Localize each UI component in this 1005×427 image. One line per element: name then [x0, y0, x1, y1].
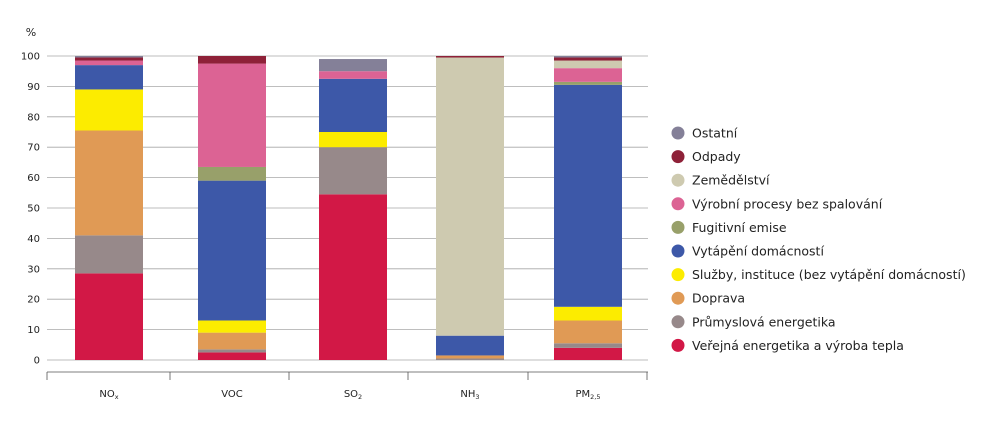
- legend-label: Výrobní procesy bez spalování: [692, 196, 883, 211]
- bar-segment: [554, 68, 622, 82]
- legend-swatch: [671, 173, 685, 187]
- bar-segment: [75, 130, 143, 236]
- bar-segment: [198, 349, 266, 353]
- y-tick-label: 90: [27, 82, 40, 93]
- legend-swatch: [671, 150, 685, 164]
- y-tick-label: 50: [27, 204, 40, 215]
- x-category-label: NOx: [99, 389, 118, 401]
- legend-label: Služby, instituce (bez vytápění domácnos…: [692, 267, 966, 282]
- legend-label: Doprava: [692, 291, 745, 306]
- bar-segment: [554, 343, 622, 348]
- legend-label: Vytápění domácností: [692, 244, 824, 259]
- y-tick-label: 70: [27, 143, 40, 154]
- y-tick-label: 80: [27, 112, 40, 123]
- bar-segment: [436, 56, 504, 58]
- legend-swatch: [671, 268, 685, 282]
- bar-segment: [436, 355, 504, 359]
- legend-label: Fugitivní emise: [692, 220, 787, 235]
- bar-segment: [319, 194, 387, 360]
- bar-stack: [319, 59, 387, 360]
- legend-item: Zemědělství: [671, 173, 770, 188]
- legend-swatch: [671, 338, 685, 352]
- legend-swatch: [671, 291, 685, 305]
- legend-swatch: [671, 315, 685, 329]
- bar-segment: [554, 347, 622, 360]
- bars: [75, 56, 622, 360]
- bar-stack: [75, 56, 143, 360]
- legend-item: Výrobní procesy bez spalování: [671, 196, 883, 211]
- bar-segment: [554, 60, 622, 69]
- y-axis-ticks: 0 10 20 30 40 50 60 70 80 90 100: [21, 52, 40, 367]
- bar-segment: [198, 63, 266, 167]
- bar-segment: [436, 57, 504, 336]
- bar-segment: [198, 320, 266, 333]
- legend-label: Veřejná energetika a výroba tepla: [692, 338, 904, 353]
- legend-label: Zemědělství: [692, 173, 770, 188]
- x-category-label: PM2,5: [575, 389, 600, 401]
- bar-segment: [554, 57, 622, 61]
- bar-stack: [554, 56, 622, 360]
- legend-swatch: [671, 244, 685, 258]
- bar-segment: [319, 59, 387, 72]
- bar-segment: [436, 335, 504, 356]
- y-tick-label: 60: [27, 173, 40, 184]
- bar-segment: [554, 84, 622, 307]
- y-tick-label: 30: [27, 264, 40, 275]
- bar-segment: [198, 332, 266, 350]
- legend: Ostatní Odpady Zemědělství Výrobní procesy …: [671, 126, 966, 353]
- bar-segment: [319, 132, 387, 148]
- bar-segment: [75, 60, 143, 66]
- y-tick-label: 0: [34, 356, 40, 367]
- bar-segment: [198, 180, 266, 321]
- legend-item: Doprava: [671, 291, 745, 306]
- bar-segment: [75, 273, 143, 360]
- bar-stack: [436, 56, 504, 360]
- y-tick-label: 10: [27, 325, 40, 336]
- bar-segment: [75, 57, 143, 61]
- x-axis: NOx VOC SO2 NH3 PM2,5: [46, 371, 648, 401]
- bar-segment: [554, 320, 622, 344]
- bar-segment: [319, 147, 387, 195]
- legend-item: Služby, instituce (bez vytápění domácnos…: [671, 267, 966, 282]
- bar-segment: [319, 78, 387, 132]
- bar-stack: [198, 56, 266, 360]
- legend-item: Ostatní: [671, 126, 738, 141]
- legend-item: Odpady: [671, 149, 741, 164]
- y-axis-unit-label: %: [26, 26, 36, 39]
- x-category-label: SO2: [344, 389, 362, 401]
- y-tick-label: 20: [27, 295, 40, 306]
- legend-label: Průmyslová energetika: [692, 314, 836, 329]
- bar-segment: [198, 166, 266, 181]
- legend-label: Ostatní: [692, 126, 738, 141]
- bar-segment: [554, 56, 622, 58]
- legend-swatch: [671, 220, 685, 234]
- legend-swatch: [671, 126, 685, 140]
- bar-segment: [554, 306, 622, 321]
- legend-item: Vytápění domácností: [671, 244, 824, 259]
- bar-segment: [198, 352, 266, 360]
- bar-segment: [75, 235, 143, 274]
- x-category-label: NH3: [460, 389, 479, 401]
- y-tick-label: 100: [21, 52, 40, 63]
- legend-item: Fugitivní emise: [671, 220, 787, 235]
- bar-segment: [436, 358, 504, 360]
- bar-segment: [319, 71, 387, 79]
- bar-segment: [198, 56, 266, 64]
- bar-segment: [75, 65, 143, 90]
- legend-label: Odpady: [692, 149, 741, 164]
- legend-item: Průmyslová energetika: [671, 314, 836, 329]
- x-category-label: VOC: [221, 389, 243, 400]
- legend-item: Veřejná energetika a výroba tepla: [671, 338, 904, 353]
- bar-segment: [75, 89, 143, 131]
- legend-swatch: [671, 197, 685, 211]
- bar-segment: [554, 81, 622, 85]
- y-tick-label: 40: [27, 234, 40, 245]
- bar-segment: [75, 56, 143, 58]
